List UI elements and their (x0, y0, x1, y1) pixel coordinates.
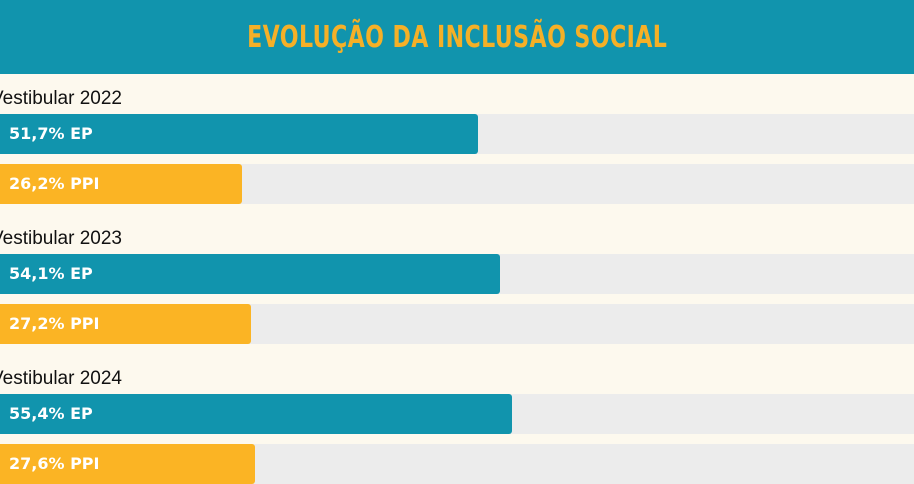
group-label: Vestibular 2024 (0, 368, 122, 389)
bar-track: 27,6% PPI (0, 444, 914, 484)
bar-label: 55,4% EP (9, 404, 93, 423)
bar-ep: 55,4% EP (0, 394, 512, 434)
group-label: Vestibular 2022 (0, 88, 122, 109)
bar-track: 51,7% EP (0, 114, 914, 154)
bar-ppi: 27,6% PPI (0, 444, 255, 484)
bar-ep: 51,7% EP (0, 114, 478, 154)
group-label: Vestibular 2023 (0, 228, 122, 249)
bar-track: 27,2% PPI (0, 304, 914, 344)
chart-header: EVOLUÇÃO DA INCLUSÃO SOCIAL (0, 0, 914, 74)
bar-label: 51,7% EP (9, 124, 93, 143)
bar-ppi: 26,2% PPI (0, 164, 242, 204)
chart-title: EVOLUÇÃO DA INCLUSÃO SOCIAL (246, 19, 668, 55)
bar-label: 27,2% PPI (9, 314, 100, 333)
bar-track: 54,1% EP (0, 254, 914, 294)
bar-ep: 54,1% EP (0, 254, 500, 294)
bar-track: 26,2% PPI (0, 164, 914, 204)
bar-ppi: 27,2% PPI (0, 304, 251, 344)
bar-track: 55,4% EP (0, 394, 914, 434)
bar-label: 26,2% PPI (9, 174, 100, 193)
bar-label: 27,6% PPI (9, 454, 100, 473)
bar-label: 54,1% EP (9, 264, 93, 283)
